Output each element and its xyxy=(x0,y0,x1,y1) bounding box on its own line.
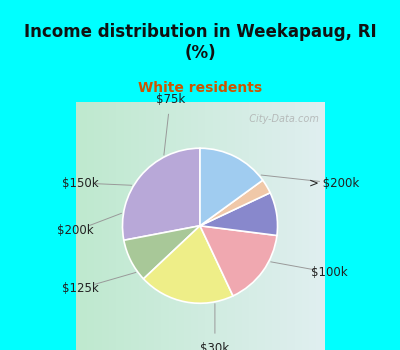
Text: $75k: $75k xyxy=(156,93,185,106)
Text: $150k: $150k xyxy=(62,176,99,189)
Text: City-Data.com: City-Data.com xyxy=(244,114,319,124)
Wedge shape xyxy=(200,148,263,226)
Wedge shape xyxy=(200,226,277,296)
Text: > $200k: > $200k xyxy=(309,176,359,189)
Text: Income distribution in Weekapaug, RI
(%): Income distribution in Weekapaug, RI (%) xyxy=(24,23,376,62)
Text: $200k: $200k xyxy=(58,224,94,237)
Wedge shape xyxy=(200,180,270,226)
Wedge shape xyxy=(124,226,200,279)
Text: $125k: $125k xyxy=(62,282,99,295)
Wedge shape xyxy=(144,226,233,303)
Text: $100k: $100k xyxy=(311,266,348,279)
Text: $30k: $30k xyxy=(200,342,230,350)
Wedge shape xyxy=(200,193,278,236)
Wedge shape xyxy=(122,148,200,240)
Text: White residents: White residents xyxy=(138,80,262,94)
